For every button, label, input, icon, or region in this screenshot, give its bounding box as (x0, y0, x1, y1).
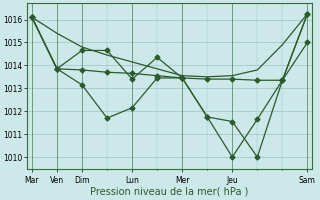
X-axis label: Pression niveau de la mer( hPa ): Pression niveau de la mer( hPa ) (91, 187, 249, 197)
